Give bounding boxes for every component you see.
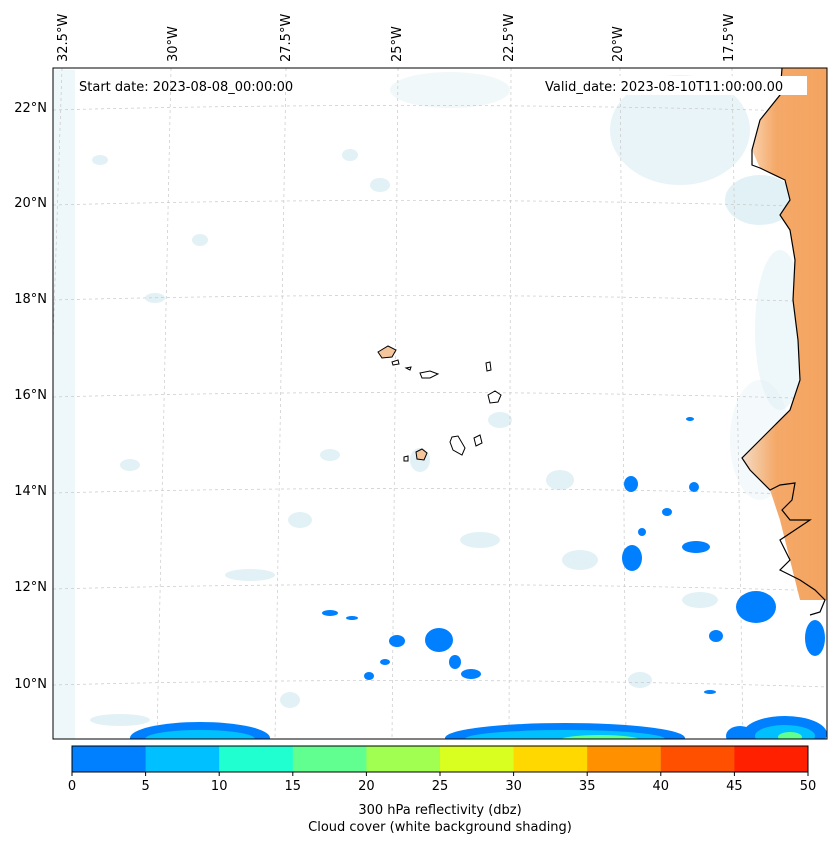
cape-verde-islands: [377, 345, 502, 462]
valid-date-label: Valid_date: 2023-08-10T11:00:00.00: [545, 80, 783, 95]
colorbar-tick-label: 0: [68, 779, 76, 794]
colorbar-tick-label: 45: [726, 779, 743, 794]
africa-landmass: [742, 68, 827, 600]
lon-label: 22.5°W: [502, 14, 517, 62]
lon-label: 20°W: [611, 26, 626, 62]
map-frame: [52, 67, 828, 740]
colorbar-tick-label: 25: [432, 779, 449, 794]
colorbar-segment: [660, 746, 735, 772]
lat-label: 12°N: [14, 580, 47, 595]
colorbar-tick-label: 30: [505, 779, 522, 794]
colorbar: 0 5 10 15 20 25 30 35 40 45 50: [68, 745, 817, 794]
lat-label: 16°N: [14, 388, 47, 403]
colorbar-tick-label: 10: [211, 779, 228, 794]
lon-label: 25°W: [390, 26, 405, 62]
lon-label: 32.5°W: [56, 14, 71, 62]
colorbar-segment: [734, 746, 809, 772]
colorbar-tick-label: 50: [800, 779, 817, 794]
colorbar-segment: [366, 746, 441, 772]
colorbar-tick-label: 35: [579, 779, 596, 794]
africa-coastline: [741, 68, 826, 616]
colorbar-tick-label: 5: [141, 779, 149, 794]
lat-label: 18°N: [14, 292, 47, 307]
colorbar-segment: [219, 746, 294, 772]
valid-date-background: [542, 76, 807, 95]
colorbar-label-line2: Cloud cover (white background shading): [308, 820, 572, 835]
colorbar-segment: [145, 746, 220, 772]
lon-label: 27.5°W: [279, 14, 294, 62]
graticule: [53, 68, 827, 739]
lat-label: 10°N: [14, 677, 47, 692]
reflectivity-medium-layer: [560, 732, 802, 739]
start-date-label: Start date: 2023-08-08_00:00:00: [79, 80, 293, 95]
latitude-labels: 22°N 20°N 18°N 16°N 14°N 12°N 10°N: [14, 101, 47, 692]
longitude-labels: 32.5°W 30°W 27.5°W 25°W 22.5°W 20°W 17.5…: [56, 14, 737, 62]
colorbar-segment: [513, 746, 588, 772]
colorbar-segment: [292, 746, 367, 772]
colorbar-label-line1: 300 hPa reflectivity (dbz): [358, 803, 521, 818]
colorbar-segment: [72, 746, 147, 772]
lon-label: 17.5°W: [722, 14, 737, 62]
lat-label: 14°N: [14, 484, 47, 499]
lat-label: 20°N: [14, 196, 47, 211]
colorbar-tick-label: 20: [358, 779, 375, 794]
colorbar-segment: [440, 746, 515, 772]
colorbar-tick-label: 40: [653, 779, 670, 794]
colorbar-segment: [587, 746, 662, 772]
colorbar-tick-label: 15: [285, 779, 302, 794]
lon-label: 30°W: [166, 26, 181, 62]
lat-label: 22°N: [14, 101, 47, 116]
